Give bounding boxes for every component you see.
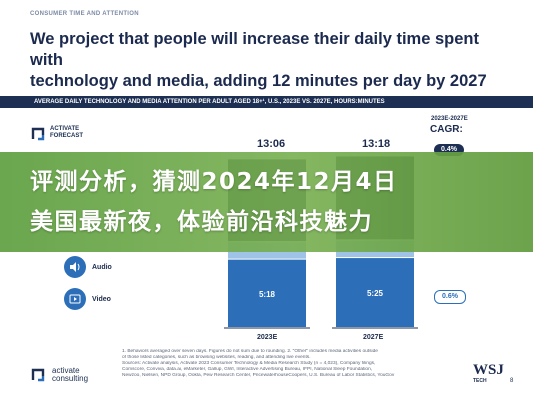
footnotes: 1. Behaviors averaged over seven days. F… — [122, 349, 462, 379]
activate-logo-icon — [30, 126, 46, 147]
logo-line-2: FORECAST — [50, 133, 83, 139]
logo-line-1: ACTIVATE — [50, 126, 80, 132]
overlay-title-line-2: 美国最新夜，体验前沿科技魅力 — [30, 209, 373, 235]
wsj-logo: WSJ — [473, 362, 504, 378]
headline-line-1: We project that people will increase the… — [30, 30, 479, 69]
cagr-title: CAGR: — [430, 124, 463, 135]
total-label-2027: 13:18 — [362, 138, 391, 150]
activate-consulting-icon — [31, 368, 45, 382]
bar-segment-video-2023E — [228, 259, 306, 327]
footnote-line: Newzoo, Nielsen, NPD Group, Ookla, Pew R… — [122, 373, 395, 378]
legend-audio: Audio — [64, 255, 112, 279]
bar-value-label: 5:18 — [259, 290, 276, 299]
cagr-years: 2023E-2027E — [431, 116, 468, 122]
speaker-icon — [64, 256, 86, 278]
x-tick-2027: 2027E — [363, 334, 384, 341]
title-overlay-banner: 评测分析，猜测2024年12月4日 美国最新夜，体验前沿科技魅力 — [0, 152, 533, 252]
overlay-title-line-1: 评测分析，猜测2024年12月4日 — [30, 169, 398, 195]
x-tick-2023: 2023E — [257, 334, 278, 341]
footnote-line: 1. Behaviors averaged over seven days. F… — [122, 349, 378, 354]
legend-video: Video — [64, 287, 111, 311]
footnote-line: Comscore, Conviva, data.ai, eMarketer, G… — [122, 367, 373, 372]
section-tag: CONSUMER TIME AND ATTENTION — [30, 11, 139, 17]
activate-consulting-logo: activate consulting — [30, 367, 88, 383]
footnote-line: of those listed categories, such as brow… — [122, 355, 311, 360]
footer-logo-line-2: consulting — [52, 374, 89, 383]
footnote-line: Sources: Activate analysis, Activate 202… — [122, 361, 376, 366]
play-icon — [64, 288, 86, 310]
headline-line-2: technology and media, adding 12 minutes … — [30, 72, 487, 90]
legend-audio-label: Audio — [92, 263, 112, 271]
chart-title: AVERAGE DAILY TECHNOLOGY AND MEDIA ATTEN… — [34, 99, 385, 105]
chart-title-band — [0, 96, 533, 108]
page-headline: We project that people will increase the… — [30, 29, 510, 92]
wsj-tech-label: TECH — [473, 378, 487, 384]
total-label-2023: 13:06 — [257, 138, 286, 150]
bar-value-label: 5:25 — [367, 289, 384, 298]
legend-video-label: Video — [92, 295, 111, 303]
cagr-video-pill: 0.6% — [434, 290, 466, 304]
activate-forecast-logo: ACTIVATE FORECAST — [50, 126, 110, 140]
bar-segment-video-2027E — [336, 258, 414, 327]
footer-logo-line-1: activate — [52, 366, 80, 375]
page-number: 8 — [510, 378, 514, 384]
